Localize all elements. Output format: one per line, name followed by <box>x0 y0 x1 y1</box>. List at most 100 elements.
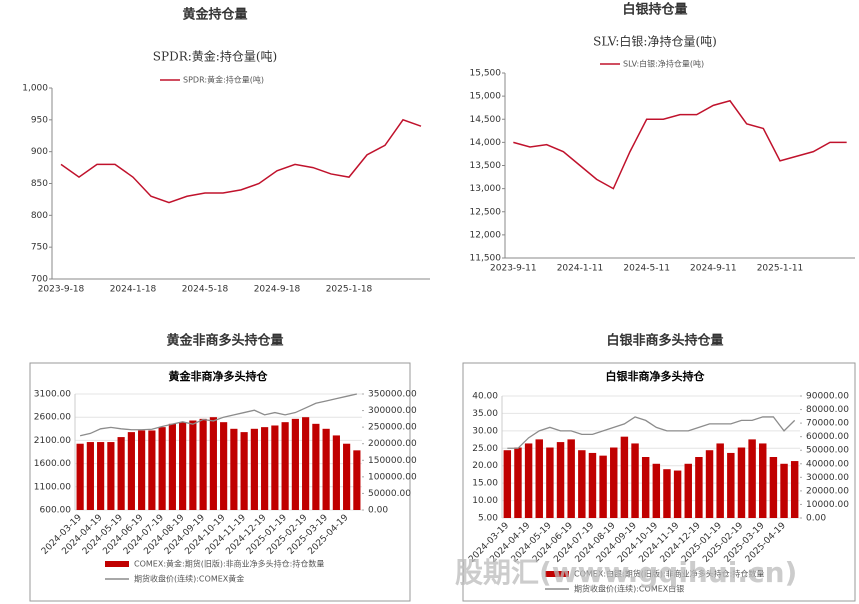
bar <box>748 439 756 518</box>
bar <box>546 447 554 518</box>
bar <box>189 420 197 510</box>
bar <box>127 432 135 510</box>
bar <box>567 439 575 518</box>
y-tick-label: 40.00 <box>472 392 498 402</box>
bar <box>312 423 320 510</box>
bar <box>631 443 639 518</box>
y2-tick-label: 350000.00 <box>368 390 417 400</box>
bar <box>250 428 258 510</box>
bar <box>353 450 361 510</box>
bar <box>158 427 166 510</box>
y2-tick-label: 20000.00 <box>806 486 849 496</box>
y2-tick-label: 0.00 <box>368 506 388 516</box>
bar <box>199 418 207 510</box>
y2-tick-label: 70000.00 <box>806 419 849 429</box>
y-tick-label: 850 <box>31 179 48 189</box>
series-line <box>60 118 422 204</box>
x-tick-label: 2025-1-18 <box>326 285 373 295</box>
y-tick-label: 12,500 <box>470 207 502 217</box>
y-tick-label: 750 <box>31 243 48 253</box>
bar <box>599 455 607 518</box>
bar <box>610 447 618 518</box>
y-tick-label: 600.00 <box>40 506 72 516</box>
legend-swatch <box>105 561 129 567</box>
legend-label: COMEX:黄金:期货(旧版):非商业净多头持仓:持仓数量 <box>134 559 324 569</box>
bar <box>535 439 543 518</box>
x-tick-label: 2023-9-11 <box>490 264 537 274</box>
bar <box>588 452 597 518</box>
y2-tick-label: 200000.00 <box>368 439 417 449</box>
bar <box>524 443 533 518</box>
bar <box>107 442 115 510</box>
y-tick-label: 950 <box>31 115 48 125</box>
section-title: 黄金持仓量 <box>182 7 247 23</box>
legend-label: 期货收盘价(连续):COMEX黄金 <box>134 574 244 584</box>
y-tick-label: 15,500 <box>470 69 502 79</box>
bar <box>240 432 248 510</box>
y-tick-label: 12,000 <box>470 230 502 240</box>
y2-tick-label: 50000.00 <box>368 489 411 499</box>
section-title: 黄金非商多头持仓量 <box>166 333 283 349</box>
bar <box>716 443 724 518</box>
bar <box>168 423 176 510</box>
y-tick-label: 15.00 <box>472 479 498 489</box>
y-tick-label: 15,000 <box>470 92 502 102</box>
y-tick-label: 10.00 <box>472 496 498 506</box>
chart-subtitle: 白银非商净多头持仓 <box>606 369 706 383</box>
y2-tick-label: 60000.00 <box>806 432 849 442</box>
x-tick-label: 2024-9-11 <box>690 264 737 274</box>
bar <box>332 435 340 510</box>
bar <box>673 470 682 518</box>
y2-tick-label: 40000.00 <box>806 459 849 469</box>
y-tick-label: 13,000 <box>470 184 502 194</box>
y-tick-label: 1600.00 <box>34 459 71 469</box>
x-tick-label: 2024-5-18 <box>182 285 229 295</box>
y-tick-label: 1100.00 <box>34 482 71 492</box>
x-tick-label: 2025-1-11 <box>757 264 804 274</box>
x-tick-label: 2024-1-11 <box>557 264 604 274</box>
bar <box>179 422 187 510</box>
bar <box>322 428 330 510</box>
bar <box>759 443 767 518</box>
y-tick-label: 1,000 <box>22 84 48 94</box>
y-tick-label: 2100.00 <box>34 436 71 446</box>
bar <box>302 417 310 510</box>
bar <box>76 443 84 510</box>
y2-tick-label: 90000.00 <box>806 392 849 402</box>
chart-frame <box>29 362 411 602</box>
bar <box>705 450 714 518</box>
bar <box>514 447 522 518</box>
series-line <box>79 393 358 437</box>
x-tick-label: 2024-5-11 <box>623 264 670 274</box>
chart-subtitle: SLV:白银:净持仓量(吨) <box>593 34 717 49</box>
y-tick-label: 13,500 <box>470 161 502 171</box>
series-line <box>513 99 847 190</box>
chart-subtitle: SPDR:黄金:持仓量(吨) <box>153 49 277 64</box>
bar <box>620 436 629 518</box>
bar <box>652 463 661 518</box>
bar <box>556 442 565 518</box>
y-tick-label: 3100.00 <box>34 390 71 400</box>
legend-label: COMEX:白银:期货(旧版):非商业净多头持仓:持仓数量 <box>574 569 764 579</box>
y2-tick-label: 300000.00 <box>368 406 417 416</box>
bar <box>503 450 512 518</box>
y-tick-label: 2600.00 <box>34 413 71 423</box>
x-tick-label: 2023-9-18 <box>38 285 85 295</box>
bar <box>343 443 351 510</box>
y-tick-label: 14,500 <box>470 115 502 125</box>
bar <box>148 430 156 510</box>
bar <box>727 452 735 518</box>
bar <box>769 457 778 518</box>
y-tick-label: 5.00 <box>478 514 498 524</box>
bar <box>209 417 217 510</box>
y2-tick-label: 10000.00 <box>806 500 849 510</box>
section-title: 白银非商多头持仓量 <box>606 333 723 349</box>
y2-tick-label: 250000.00 <box>368 423 417 433</box>
legend-label: 期货收盘价(连续):COMEX白银 <box>574 584 684 594</box>
bar <box>138 430 146 510</box>
y2-tick-label: 50000.00 <box>806 446 849 456</box>
bar <box>86 442 94 510</box>
y-tick-label: 700 <box>31 275 48 285</box>
chart-frame <box>462 362 856 602</box>
